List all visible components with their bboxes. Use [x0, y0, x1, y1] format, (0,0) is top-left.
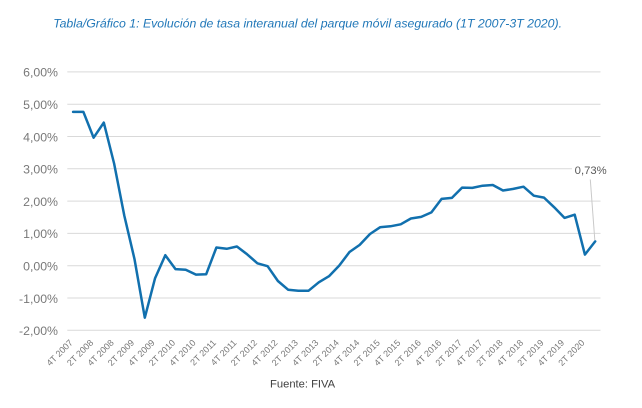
svg-text:Fuente: FIVA: Fuente: FIVA	[270, 379, 336, 391]
svg-text:3,00%: 3,00%	[23, 163, 58, 177]
svg-text:0,00%: 0,00%	[23, 260, 58, 274]
svg-text:4,00%: 4,00%	[23, 130, 58, 144]
svg-text:6,00%: 6,00%	[23, 66, 58, 80]
svg-text:Tabla/Gráfico 1: Evolución de: Tabla/Gráfico 1: Evolución de tasa inter…	[53, 17, 562, 31]
svg-text:0,73%: 0,73%	[575, 165, 607, 177]
svg-text:1,00%: 1,00%	[23, 227, 58, 241]
svg-text:-1,00%: -1,00%	[19, 292, 58, 306]
svg-text:-2,00%: -2,00%	[19, 324, 58, 338]
svg-text:2,00%: 2,00%	[23, 195, 58, 209]
svg-text:5,00%: 5,00%	[23, 98, 58, 112]
